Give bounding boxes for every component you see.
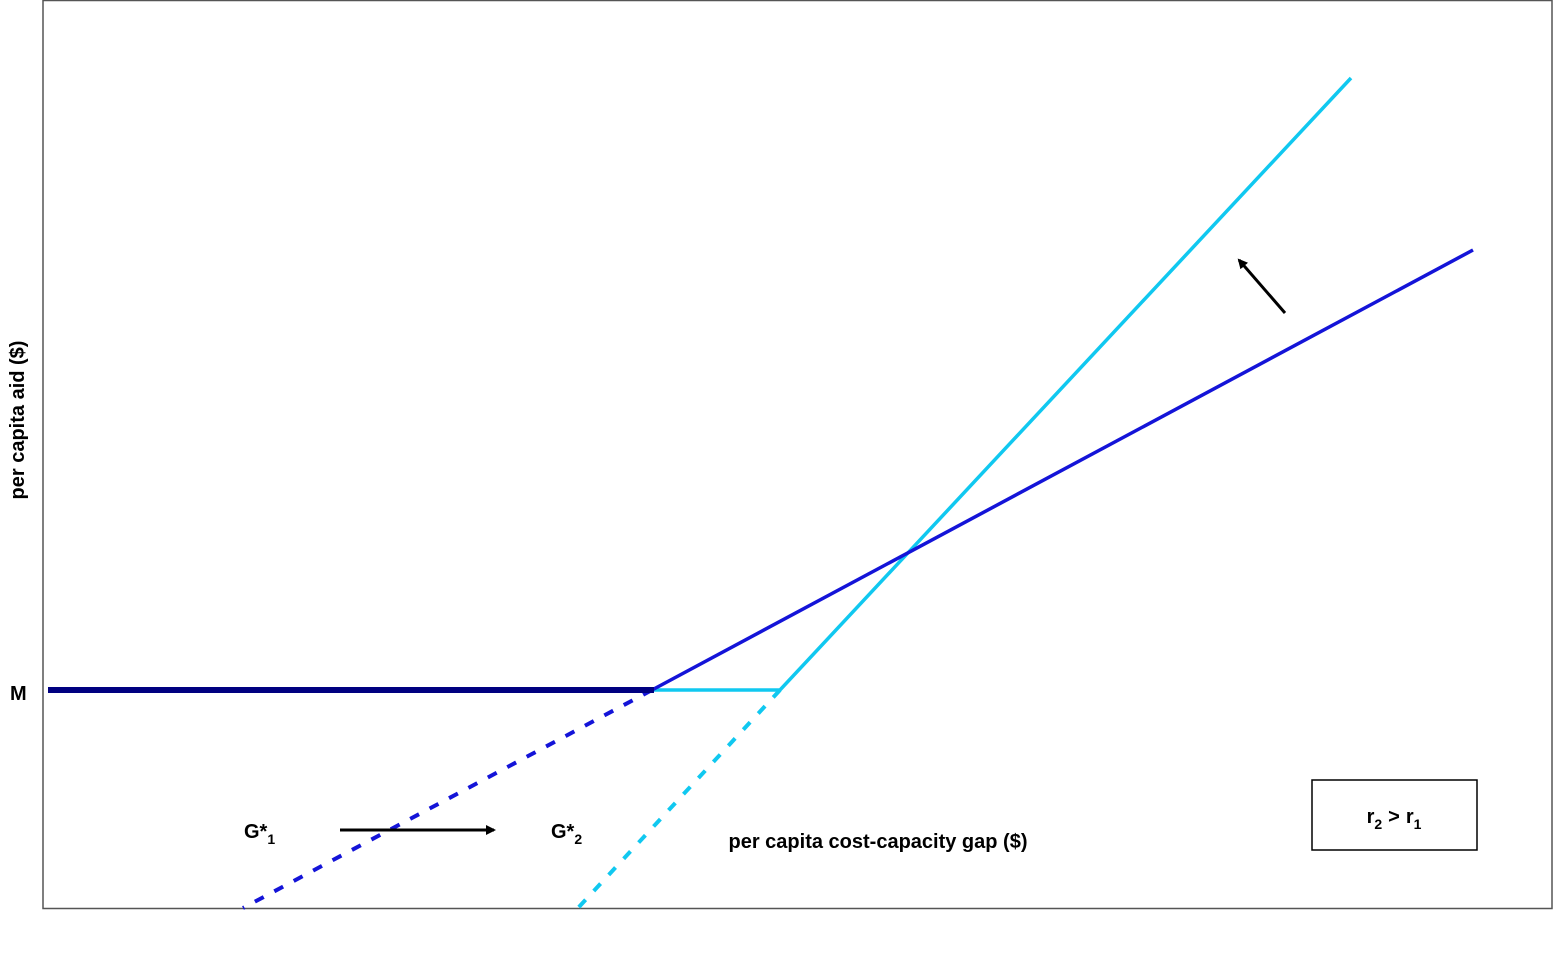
legend-b: r: [1406, 806, 1414, 828]
legend-a-sub: 2: [1374, 816, 1382, 832]
x-axis-label: per capita cost-capacity gap ($): [729, 831, 1028, 853]
legend-a: r: [1367, 806, 1375, 828]
shift-arrow: [1237, 258, 1287, 314]
g2-label: G*2: [551, 821, 582, 847]
plot-frame: [42, 0, 1553, 910]
line-r1: [651, 248, 1474, 692]
m-label: M: [10, 683, 27, 705]
dashed-line-1: [242, 688, 653, 910]
legend-box: [1311, 779, 1478, 851]
dashed-line-2: [576, 688, 782, 910]
y-axis-label: per capita aid ($): [7, 341, 29, 500]
g2-sub: 2: [574, 831, 582, 847]
legend-op: >: [1388, 806, 1400, 828]
legend-b-sub: 1: [1414, 816, 1422, 832]
g2-base: G*: [551, 821, 575, 843]
legend-text: r2 > r1: [1367, 806, 1422, 832]
line-r2: [652, 76, 1353, 692]
g1-sub: 1: [267, 831, 275, 847]
g1-label: G*1: [244, 821, 275, 847]
g1-base: G*: [244, 821, 268, 843]
